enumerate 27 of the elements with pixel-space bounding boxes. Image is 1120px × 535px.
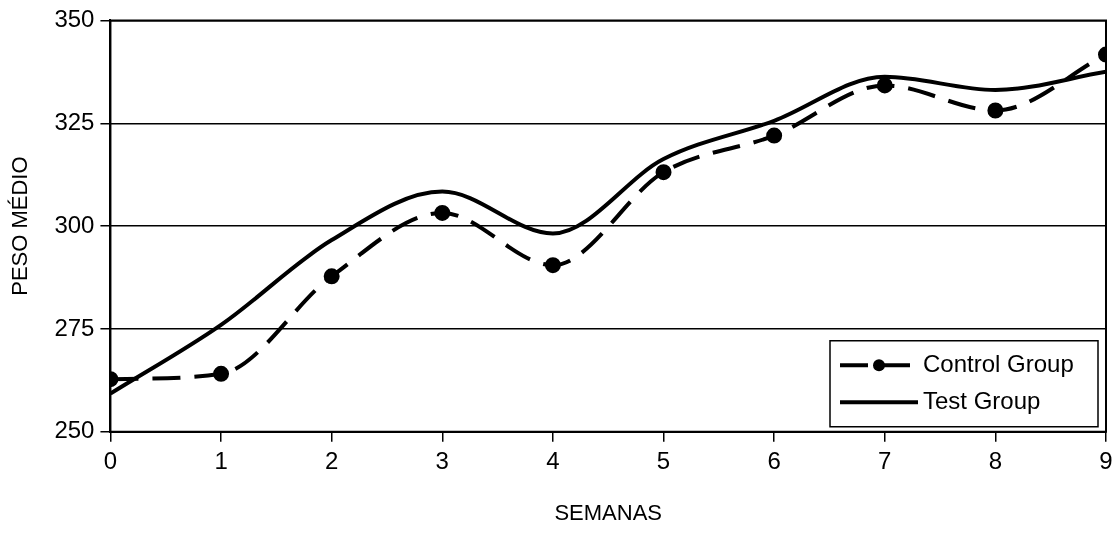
y-tick-label: 275 bbox=[54, 313, 95, 341]
x-tick-label: 8 bbox=[988, 446, 1003, 474]
y-tick-label: 300 bbox=[54, 210, 95, 238]
y-tick-label: 350 bbox=[54, 5, 95, 33]
x-tick-label: 0 bbox=[103, 446, 118, 474]
x-tick-label: 5 bbox=[656, 446, 671, 474]
point bbox=[987, 102, 1004, 119]
legend-label: Control Group bbox=[923, 349, 1074, 377]
x-tick-label: 7 bbox=[878, 446, 892, 474]
x-tick-label: 2 bbox=[325, 446, 339, 474]
y-tick-label: 325 bbox=[54, 107, 95, 135]
x-tick-label: 9 bbox=[1099, 446, 1113, 474]
legend-label: Test Group bbox=[923, 386, 1041, 414]
y-tick-label: 250 bbox=[54, 416, 95, 444]
point bbox=[876, 77, 893, 94]
x-axis-title: SEMANAS bbox=[554, 499, 663, 525]
x-tick-label: 3 bbox=[435, 446, 449, 474]
x-tick-label: 6 bbox=[767, 446, 781, 474]
point bbox=[766, 127, 783, 144]
point bbox=[544, 257, 561, 274]
point bbox=[323, 268, 340, 285]
x-tick-label: 4 bbox=[546, 446, 560, 474]
point bbox=[655, 164, 672, 181]
point bbox=[434, 204, 451, 221]
x-tick-label: 1 bbox=[214, 446, 228, 474]
point bbox=[213, 365, 230, 382]
y-axis-title: PESO MÉDIO bbox=[7, 156, 33, 296]
